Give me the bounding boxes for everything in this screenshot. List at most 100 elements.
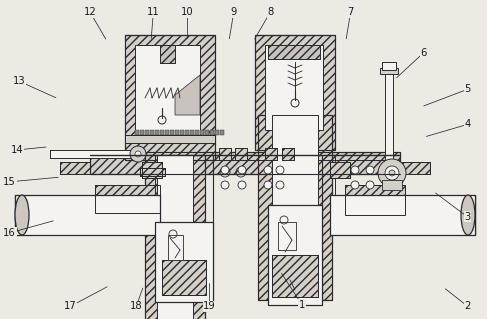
Bar	[272, 255, 318, 297]
Bar	[157, 155, 193, 319]
Bar	[160, 130, 164, 135]
Bar	[165, 130, 169, 135]
Circle shape	[264, 181, 272, 189]
Text: 17: 17	[64, 301, 77, 311]
Bar	[125, 35, 215, 160]
Ellipse shape	[15, 195, 29, 235]
Bar	[258, 115, 332, 300]
Bar	[135, 130, 139, 135]
Bar	[268, 205, 322, 305]
Bar	[200, 130, 204, 135]
Bar	[145, 155, 205, 319]
Bar	[382, 62, 396, 70]
Text: 11: 11	[147, 7, 160, 17]
Bar	[210, 130, 214, 135]
Text: 1: 1	[299, 300, 305, 310]
Bar	[255, 35, 335, 150]
Circle shape	[351, 181, 359, 189]
Text: 4: 4	[465, 119, 470, 130]
Bar	[150, 130, 154, 135]
Bar	[195, 130, 199, 135]
Circle shape	[366, 181, 374, 189]
Bar	[330, 195, 475, 235]
Bar	[235, 148, 247, 160]
Bar	[155, 130, 159, 135]
Circle shape	[264, 166, 272, 174]
Text: 9: 9	[230, 7, 237, 17]
Circle shape	[378, 159, 406, 187]
Bar	[345, 185, 405, 215]
Bar	[140, 168, 165, 176]
Bar	[90, 152, 400, 174]
Bar	[265, 148, 277, 160]
Bar	[60, 162, 90, 174]
Bar	[170, 130, 174, 135]
Bar	[142, 162, 162, 178]
Bar	[235, 148, 247, 160]
Bar	[140, 130, 144, 135]
Circle shape	[276, 166, 284, 174]
Bar	[268, 45, 320, 59]
Text: 3: 3	[465, 212, 470, 222]
Bar	[95, 185, 160, 213]
Bar	[95, 185, 160, 213]
Bar	[268, 205, 322, 305]
Bar	[60, 162, 90, 174]
Bar	[265, 148, 277, 160]
Text: 2: 2	[464, 301, 471, 311]
Bar	[155, 222, 213, 302]
Bar	[220, 130, 224, 135]
Bar	[145, 130, 149, 135]
Circle shape	[351, 166, 359, 174]
Bar	[162, 260, 206, 295]
Circle shape	[238, 166, 246, 174]
Bar	[330, 162, 350, 178]
Bar	[272, 255, 318, 297]
Bar	[142, 162, 162, 178]
Text: 15: 15	[3, 177, 16, 187]
Circle shape	[130, 146, 146, 162]
Circle shape	[221, 181, 229, 189]
Circle shape	[221, 166, 229, 174]
Bar	[90, 152, 400, 174]
Bar	[268, 45, 320, 59]
Bar	[382, 180, 402, 190]
Bar	[282, 148, 294, 160]
Bar	[160, 45, 175, 63]
Circle shape	[366, 166, 374, 174]
Bar	[125, 35, 215, 160]
Polygon shape	[175, 75, 200, 115]
Bar	[160, 45, 175, 63]
Bar	[125, 135, 215, 143]
Circle shape	[238, 181, 246, 189]
Bar	[219, 148, 231, 160]
Text: 12: 12	[84, 7, 96, 17]
Bar	[215, 130, 219, 135]
Bar	[278, 222, 296, 250]
Bar	[282, 148, 294, 160]
Bar	[50, 150, 135, 158]
Bar	[180, 130, 184, 135]
Bar	[175, 130, 179, 135]
Bar	[155, 222, 213, 302]
Text: 5: 5	[464, 84, 471, 94]
Ellipse shape	[461, 195, 475, 235]
Bar	[400, 162, 430, 174]
Text: 19: 19	[203, 301, 216, 311]
Bar	[330, 162, 350, 178]
Text: 13: 13	[13, 76, 26, 86]
Bar	[272, 115, 318, 300]
Text: 14: 14	[11, 145, 23, 155]
Text: 6: 6	[420, 48, 427, 58]
Circle shape	[276, 181, 284, 189]
Text: 7: 7	[347, 7, 354, 17]
Bar	[219, 148, 231, 160]
Bar	[185, 130, 189, 135]
Circle shape	[389, 170, 395, 176]
Bar	[400, 162, 430, 174]
Circle shape	[385, 166, 399, 180]
Bar	[385, 70, 393, 170]
Bar	[135, 45, 200, 140]
Text: 16: 16	[3, 228, 16, 238]
Bar	[125, 135, 215, 143]
